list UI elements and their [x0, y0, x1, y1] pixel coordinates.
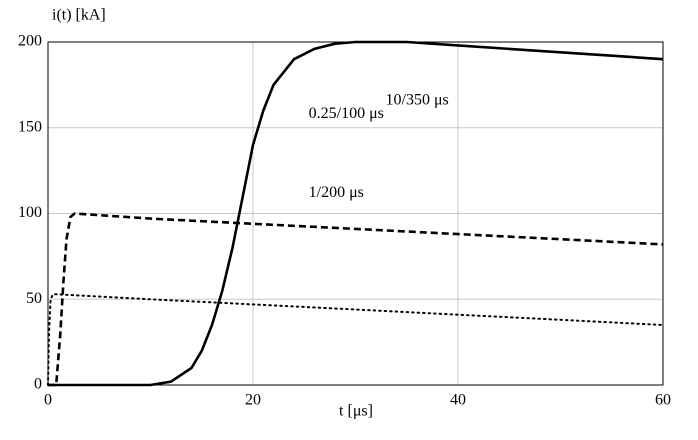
y-tick-label: 200 — [18, 33, 42, 50]
series-label: 1/200 μs — [309, 184, 364, 201]
x-tick-label: 60 — [655, 392, 671, 409]
y-tick-label: 50 — [26, 290, 42, 307]
x-tick-label: 40 — [450, 392, 466, 409]
line-series — [48, 40, 664, 387]
series-label: 10/350 μs — [386, 91, 449, 108]
x-tick-label: 0 — [44, 392, 52, 409]
series-label: 0.25/100 μs — [309, 105, 384, 122]
line-series — [48, 212, 664, 387]
y-axis-label: i(t) [kA] — [52, 7, 106, 24]
x-tick-label: 20 — [245, 392, 261, 409]
y-tick-label: 150 — [18, 118, 42, 135]
x-axis-label: t [μs] — [339, 403, 373, 420]
line-series — [47, 293, 664, 386]
y-tick-label: 0 — [34, 376, 42, 393]
y-tick-label: 100 — [18, 204, 42, 221]
